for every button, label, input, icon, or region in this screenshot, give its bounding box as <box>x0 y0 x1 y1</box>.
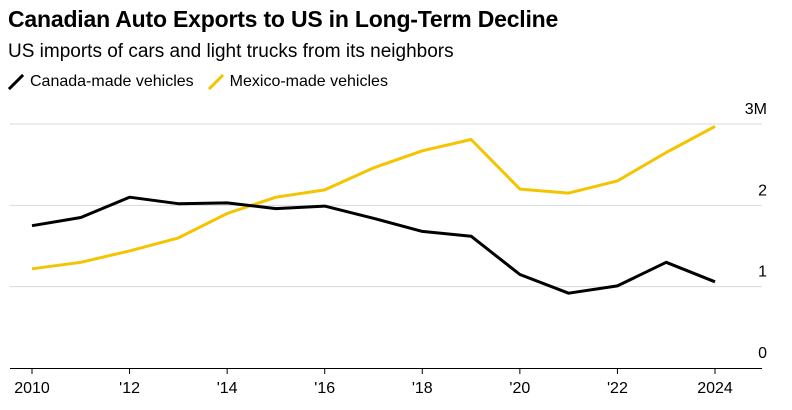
y-tick-label: 3M <box>745 101 767 118</box>
legend-label-mexico: Mexico-made vehicles <box>229 73 388 90</box>
series-line-canada <box>31 195 716 295</box>
x-axis <box>10 368 762 374</box>
legend-swatch-mexico <box>207 74 224 90</box>
x-tick-label: '16 <box>314 380 335 397</box>
legend: Canada-made vehicles Mexico-made vehicle… <box>8 73 402 91</box>
y-tick-label: 0 <box>758 345 767 362</box>
chart-title: Canadian Auto Exports to US in Long-Term… <box>8 6 559 32</box>
y-tick-label: 2 <box>758 182 767 199</box>
x-tick-label: '12 <box>119 380 140 397</box>
legend-swatch-canada <box>8 74 24 90</box>
y-tick-label: 1 <box>758 264 767 281</box>
x-tick-label: '18 <box>412 380 433 397</box>
y-tick-labels: 0 1 2 3M <box>745 101 767 362</box>
legend-label-canada: Canada-made vehicles <box>30 73 194 90</box>
series-line-mexico <box>31 125 716 271</box>
x-tick-label: '20 <box>509 380 530 397</box>
x-tick-label: '22 <box>607 380 628 397</box>
x-tick-label: '14 <box>217 380 238 397</box>
x-tick-label: 2010 <box>14 380 50 397</box>
chart-subtitle: US imports of cars and light trucks from… <box>8 41 454 62</box>
x-tick-labels: 2010 '12 '14 '16 '18 '20 '22 2024 <box>14 380 733 397</box>
grid-lines <box>10 123 762 288</box>
series-lines <box>31 125 716 295</box>
legend-item-mexico: Mexico-made vehicles <box>207 73 388 91</box>
legend-item-canada: Canada-made vehicles <box>8 73 194 91</box>
x-tick-label: 2024 <box>697 380 733 397</box>
